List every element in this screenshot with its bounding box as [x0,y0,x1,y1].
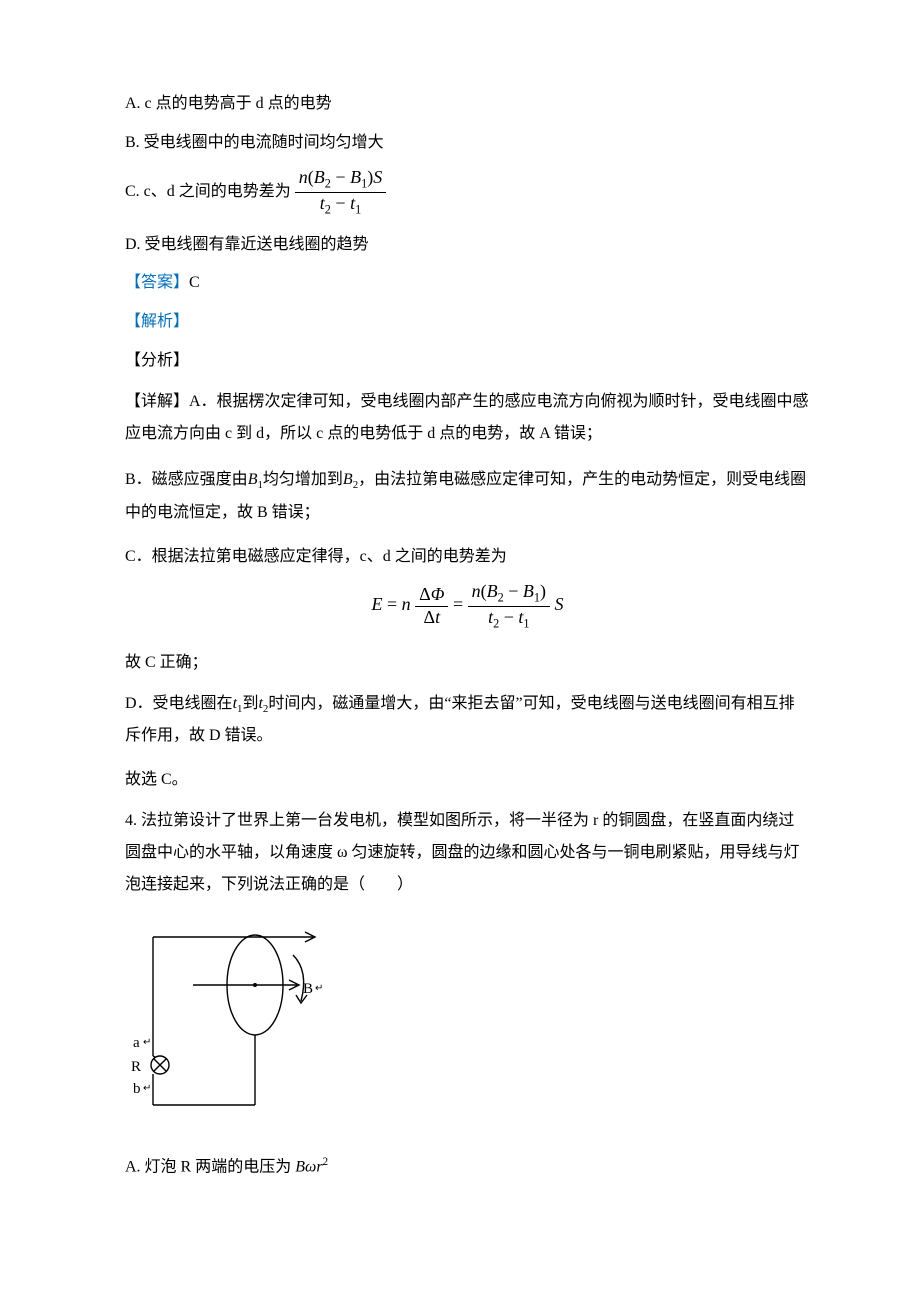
q3-b1: B [248,471,258,488]
svg-text:↵: ↵ [143,1083,151,1094]
q3-detail-d: D．受电线圈在t1到t2时间内，磁通量增大，由“来拒去留”可知，受电线圈与送电线… [125,688,810,753]
q3-fenxi: 【分析】 [125,347,810,376]
q3-option-c-prefix: C. c、d 之间的电势差为 [125,183,291,200]
q4-a-omega: ω [305,1158,316,1175]
q4-a-sup: 2 [323,1156,329,1168]
q3-analysis: 【解析】 [125,308,810,337]
q4-stem: 4. 法拉第设计了世界上第一台发电机，模型如图所示，将一半径为 r 的铜圆盘，在… [125,805,810,901]
analysis-label: 【解析】 [125,313,189,330]
q4-option-a: A. 灯泡 R 两端的电压为 Bωr2 [125,1152,810,1182]
answer-value: C [189,274,200,291]
q3-option-d: D. 受电线圈有靠近送电线圈的趋势 [125,231,810,260]
svg-text:↵: ↵ [315,983,323,994]
q4-figure-svg: a ↵ R b ↵ B ↵ [125,915,365,1125]
q3-detail-a: 【详解】A．根据楞次定律可知，受电线圈内部产生的感应电流方向俯视为顺时针，受电线… [125,386,810,450]
q4-option-a-prefix: A. 灯泡 R 两端的电压为 [125,1158,291,1175]
q3-detail-c: C．根据法拉第电磁感应定律得，c、d 之间的电势差为 [125,543,810,572]
q3-detail-d-2: 到 [242,695,258,712]
q3-detail-d-1: D．受电线圈在 [125,695,233,712]
answer-label: 【答案】 [125,274,189,291]
q3-c-correct: 故 C 正确； [125,649,810,678]
q3-option-c: C. c、d 之间的电势差为 n(B2 − B1)S t2 − t1 [125,168,810,217]
q3-detail-b: B．磁感应强度由B1均匀增加到B2，由法拉第电磁感应定律可知，产生的电动势恒定，… [125,464,810,529]
q3-select-c: 故选 C。 [125,766,810,795]
q3-option-b: B. 受电线圈中的电流随时间均匀增大 [125,129,810,158]
q3-answer: 【答案】C [125,269,810,298]
svg-text:R: R [131,1059,141,1075]
q4-a-B: B [295,1158,305,1175]
q3-detail-b-2: 均匀增加到 [263,471,343,488]
q3-option-c-fraction: n(B2 − B1)S t2 − t1 [295,168,386,217]
q3-detail-b-1: B．磁感应强度由 [125,471,248,488]
q3-equation: E = n ΔΦ Δt = n(B2 − B1) t2 − t1 S [125,582,810,631]
q3-b2: B [343,471,353,488]
q3-option-a: A. c 点的电势高于 d 点的电势 [125,90,810,119]
svg-text:b: b [133,1081,141,1097]
svg-text:a: a [133,1035,140,1051]
svg-text:↵: ↵ [143,1037,151,1048]
q4-figure: a ↵ R b ↵ B ↵ [125,915,810,1134]
svg-text:B: B [303,981,313,997]
page: A. c 点的电势高于 d 点的电势 B. 受电线圈中的电流随时间均匀增大 C.… [0,0,920,1302]
